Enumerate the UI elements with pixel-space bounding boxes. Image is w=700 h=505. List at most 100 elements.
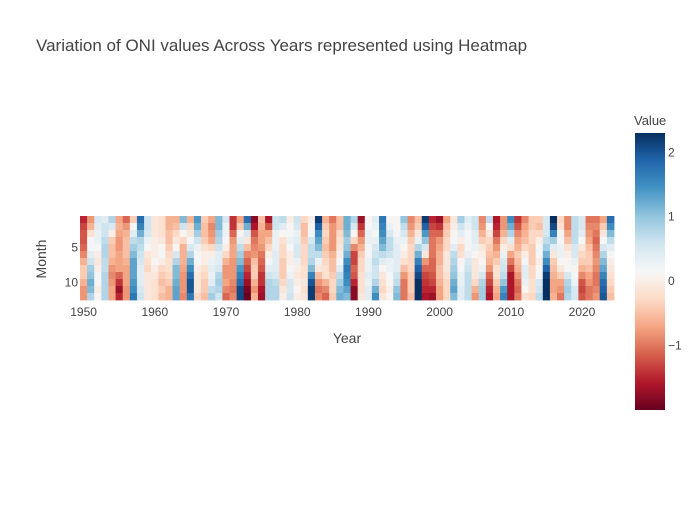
heatmap-cell [122,244,131,252]
heatmap-cell [350,216,359,224]
heatmap-cell [229,279,238,287]
heatmap-cell [314,251,323,259]
heatmap-cell [564,293,572,301]
heatmap-cell [535,244,544,252]
heatmap-cell [236,272,245,280]
heatmap-cell [94,244,102,252]
heatmap-cell [457,265,465,273]
heatmap-cell [500,244,508,252]
heatmap-cell [314,237,323,245]
heatmap-cell [87,251,95,259]
heatmap-cell [129,286,138,294]
heatmap-cell [322,279,330,287]
heatmap-cell [549,265,558,273]
heatmap-cell [464,237,472,245]
heatmap-cell [379,286,387,294]
heatmap-cell [436,286,444,294]
heatmap-cell [129,251,138,259]
heatmap-cell [514,258,522,266]
heatmap-cell [450,272,458,280]
heatmap-cell [428,286,437,294]
heatmap-cell [599,251,608,259]
heatmap-cell [87,230,95,238]
heatmap-cell [144,279,152,287]
heatmap-cell [94,237,102,245]
heatmap-cell [393,230,401,238]
heatmap-cell [585,237,594,245]
heatmap-cell [542,216,551,224]
heatmap-cell [514,279,522,287]
heatmap-cell [528,237,537,245]
heatmap-cell [87,279,95,287]
heatmap-cell [457,272,465,280]
heatmap-cell [578,293,586,301]
heatmap-cell [436,272,444,280]
heatmap-cell [350,279,359,287]
heatmap-cell [314,258,323,266]
heatmap-cell [492,237,501,245]
heatmap-cell [122,279,131,287]
heatmap-cell [279,237,287,245]
heatmap-cell [300,223,309,231]
heatmap-cell [300,230,309,238]
heatmap-cell [478,258,487,266]
heatmap-cell [599,272,608,280]
heatmap-cell [400,216,408,224]
heatmap-cell [507,258,515,266]
heatmap-cell [193,293,202,301]
heatmap-cell [186,279,195,287]
heatmap-cell [172,251,181,259]
heatmap-cell [158,272,166,280]
heatmap-cell [507,237,515,245]
heatmap-cell [101,293,109,301]
heatmap-cell [386,265,394,273]
heatmap-cell [592,230,601,238]
heatmap-cell [549,223,558,231]
heatmap-cell [564,251,572,259]
heatmap-cell [172,216,181,224]
heatmap-cell [514,286,522,294]
heatmap-cell [122,223,131,231]
heatmap-cell [578,279,586,287]
heatmap-cell [229,258,238,266]
heatmap-cell [471,216,480,224]
heatmap-cell [436,223,444,231]
heatmap-cell [272,286,280,294]
heatmap-cell [492,279,501,287]
heatmap-cell [307,230,316,238]
heatmap-cell [549,251,558,259]
heatmap-cell [514,230,522,238]
heatmap-cell [549,216,558,224]
heatmap-cell [272,272,280,280]
heatmap-cell [151,237,159,245]
heatmap-cell [571,272,579,280]
heatmap-cell [179,244,188,252]
heatmap-cell [549,237,558,245]
heatmap-cell [236,244,245,252]
heatmap-cell [94,286,102,294]
heatmap-cell [243,230,252,238]
heatmap-cell [592,237,601,245]
heatmap-cell [136,265,145,273]
heatmap-cell [478,293,487,301]
colorbar-ticks: 2 1 0 −1 [668,145,682,352]
heatmap-cell [293,230,302,238]
heatmap-cell [450,293,458,301]
heatmap-cell [272,216,280,224]
heatmap-cell [364,244,373,252]
heatmap-cell [436,237,444,245]
heatmap-cell [564,216,572,224]
heatmap-cell [571,216,579,224]
heatmap-cell [336,293,344,301]
heatmap-cell [371,286,380,294]
heatmap-cell [357,216,366,224]
heatmap-cell [172,230,181,238]
heatmap-cell [300,293,309,301]
heatmap-cell [222,237,230,245]
heatmap-cell [535,293,544,301]
heatmap-cell [485,244,494,252]
heatmap-cell [428,230,437,238]
heatmap-cell [457,251,465,259]
heatmap-cell [507,223,515,231]
